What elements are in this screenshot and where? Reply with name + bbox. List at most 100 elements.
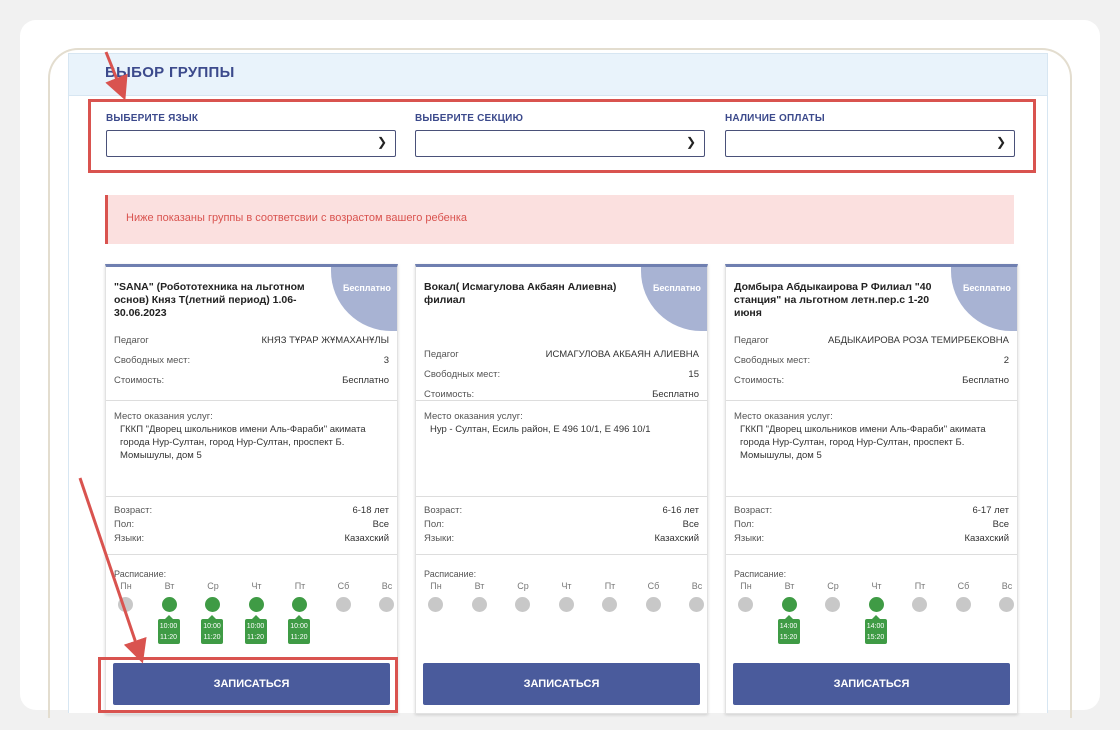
day-label: Вс bbox=[691, 581, 703, 591]
seats-value: 15 bbox=[688, 369, 699, 380]
payment-filter-label: НАЛИЧИЕ ОПЛАТЫ bbox=[725, 113, 825, 124]
teacher-row: Педагог КНЯЗ ТҰРАР ЖҰМАХАНҰЛЫ bbox=[114, 335, 389, 346]
divider bbox=[726, 400, 1017, 401]
day-label: Пн bbox=[740, 581, 752, 591]
day-label: Сб bbox=[647, 581, 660, 591]
inactive-day-dot bbox=[825, 597, 840, 612]
schedule-label: Расписание: bbox=[734, 569, 787, 579]
day-label: Вт bbox=[164, 581, 175, 591]
payment-select[interactable]: ❯ bbox=[725, 130, 1015, 157]
enroll-button[interactable]: ЗАПИСАТЬСЯ bbox=[423, 663, 700, 705]
day-label: Чт bbox=[561, 581, 572, 591]
inactive-day-dot bbox=[738, 597, 753, 612]
sex-row: Пол: Все bbox=[734, 519, 1009, 530]
section-select[interactable]: ❯ bbox=[415, 130, 705, 157]
place-label: Место оказания услуг: bbox=[114, 411, 213, 422]
sex-value: Все bbox=[682, 519, 699, 530]
active-day-dot bbox=[248, 597, 264, 612]
place-label: Место оказания услуг: bbox=[424, 411, 523, 422]
inactive-day-dot bbox=[335, 597, 351, 612]
divider bbox=[726, 496, 1017, 497]
language-value: Казахский bbox=[344, 533, 389, 544]
seats-row: Свободных мест: 15 bbox=[424, 369, 699, 380]
teacher-name: КНЯЗ ТҰРАР ЖҰМАХАНҰЛЫ bbox=[261, 335, 390, 346]
seats-row: Свободных мест: 2 bbox=[734, 355, 1009, 366]
enroll-button[interactable]: ЗАПИСАТЬСЯ bbox=[733, 663, 1010, 705]
day-label: Вт bbox=[474, 581, 485, 591]
content-frame bbox=[48, 48, 1072, 718]
seats-value: 3 bbox=[383, 355, 389, 366]
day-label: Вс bbox=[381, 581, 393, 591]
cost-row: Стоимость: Бесплатно bbox=[424, 389, 699, 400]
cost-row: Стоимость: Бесплатно bbox=[734, 375, 1009, 386]
time-tag: 10:00 11:20 bbox=[157, 615, 180, 644]
time-tag: 10:00 11:20 bbox=[288, 615, 310, 644]
schedule-label: Расписание: bbox=[114, 569, 167, 579]
day-label: Вс bbox=[1001, 581, 1013, 591]
inactive-day-dot bbox=[689, 597, 704, 612]
inactive-day-dot bbox=[645, 597, 661, 612]
active-day-dot bbox=[292, 597, 307, 612]
seats-value: 2 bbox=[1003, 355, 1009, 366]
inactive-day-dot bbox=[602, 597, 617, 612]
arrow-to-filters bbox=[104, 51, 128, 101]
divider bbox=[106, 496, 397, 497]
day-label: Вт bbox=[784, 581, 795, 591]
group-card: Бесплатно Вокал( Исмагулова Акбаян Алиев… bbox=[415, 264, 708, 714]
chevron-down-icon: ❯ bbox=[995, 135, 1006, 149]
active-day-dot bbox=[205, 597, 220, 612]
language-filter-label: ВЫБЕРИТЕ ЯЗЫК bbox=[106, 113, 199, 124]
inactive-day-dot bbox=[955, 597, 971, 612]
chevron-down-icon: ❯ bbox=[376, 135, 387, 149]
day-label: Пт bbox=[604, 581, 616, 591]
group-title: "SANA" (Робототехника на льготном основ)… bbox=[114, 281, 305, 319]
group-card: Бесплатно Домбыра Абдыкаирова Р Филиал "… bbox=[725, 264, 1018, 714]
day-label: Ср bbox=[517, 581, 529, 591]
day-label: Сб bbox=[337, 581, 350, 591]
active-day-dot bbox=[161, 597, 177, 612]
day-label: Пн bbox=[120, 581, 132, 591]
language-row: Языки: Казахский bbox=[114, 533, 389, 544]
language-select[interactable]: ❯ bbox=[106, 130, 396, 157]
arrow-to-button bbox=[78, 477, 147, 664]
teacher-row: Педагог ИСМАГУЛОВА АКБАЯН АЛИЕВНА bbox=[424, 349, 699, 360]
day-label: Чт bbox=[871, 581, 882, 591]
sex-row: Пол: Все bbox=[424, 519, 699, 530]
age-info-alert: Ниже показаны группы в соответсвии с воз… bbox=[105, 195, 1014, 244]
age-row: Возраст: 6-17 лет bbox=[734, 505, 1009, 516]
place-value: ГККП "Дворец школьников имени Аль-Фараби… bbox=[120, 424, 366, 461]
section-filter: ВЫБЕРИТЕ СЕКЦИЮ ❯ bbox=[415, 113, 705, 157]
cost-value: Бесплатно bbox=[652, 389, 699, 400]
inactive-day-dot bbox=[471, 597, 487, 612]
divider bbox=[106, 400, 397, 401]
inactive-day-dot bbox=[515, 597, 530, 612]
cost-value: Бесплатно bbox=[342, 375, 389, 386]
day-label: Ср bbox=[207, 581, 219, 591]
sex-value: Все bbox=[992, 519, 1009, 530]
inactive-day-dot bbox=[428, 597, 443, 612]
filters-highlight bbox=[88, 99, 1036, 173]
language-value: Казахский bbox=[654, 533, 699, 544]
enroll-button[interactable]: ЗАПИСАТЬСЯ bbox=[113, 663, 390, 705]
section-filter-label: ВЫБЕРИТЕ СЕКЦИЮ bbox=[415, 113, 524, 124]
day-label: Ср bbox=[827, 581, 839, 591]
active-day-dot bbox=[781, 597, 797, 612]
time-tag: 10:00 11:20 bbox=[201, 615, 223, 644]
sex-value: Все bbox=[372, 519, 389, 530]
divider bbox=[726, 554, 1017, 555]
inactive-day-dot bbox=[999, 597, 1014, 612]
day-label: Пт bbox=[914, 581, 926, 591]
language-value: Казахский bbox=[964, 533, 1009, 544]
day-label: Сб bbox=[957, 581, 970, 591]
language-row: Языки: Казахский bbox=[424, 533, 699, 544]
age-value: 6-18 лет bbox=[352, 505, 389, 516]
place-value: ГККП "Дворец школьников имени Аль-Фараби… bbox=[740, 424, 986, 461]
age-row: Возраст: 6-16 лет bbox=[424, 505, 699, 516]
seats-row: Свободных мест: 3 bbox=[114, 355, 389, 366]
divider bbox=[106, 554, 397, 555]
chevron-down-icon: ❯ bbox=[685, 135, 696, 149]
schedule-label: Расписание: bbox=[424, 569, 477, 579]
teacher-name: ИСМАГУЛОВА АКБАЯН АЛИЕВНА bbox=[545, 349, 699, 360]
day-label: Чт bbox=[251, 581, 262, 591]
age-value: 6-16 лет bbox=[662, 505, 699, 516]
